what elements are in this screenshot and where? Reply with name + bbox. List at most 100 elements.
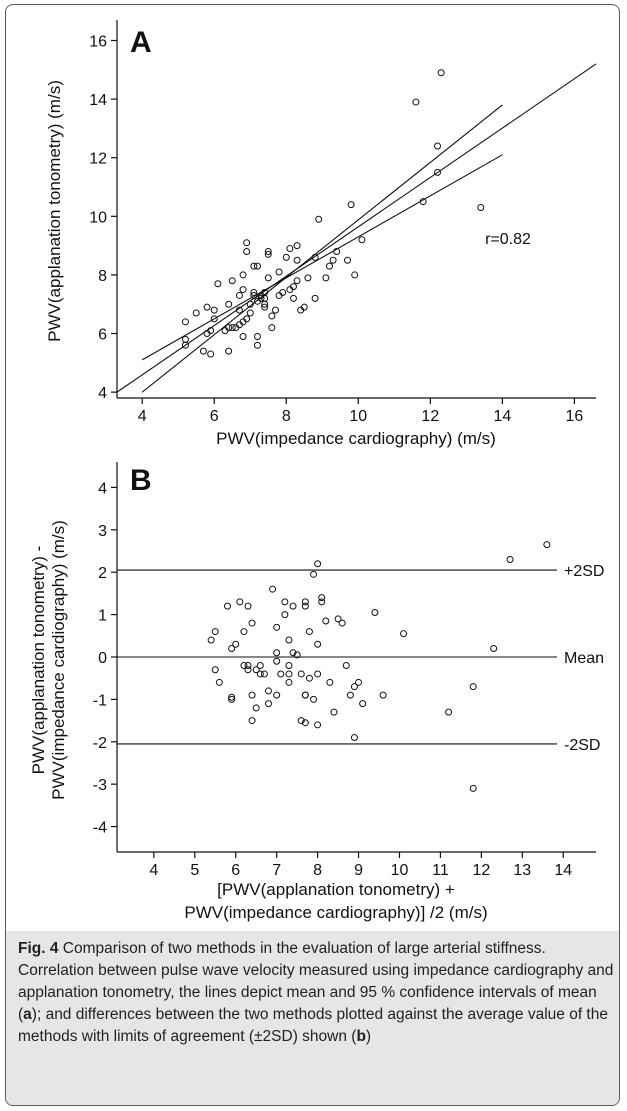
panel-b-data-point bbox=[371, 608, 379, 616]
panel-b-data-point bbox=[322, 617, 330, 625]
panel-b-data-point bbox=[310, 695, 318, 703]
panel-b-data-point bbox=[236, 598, 244, 606]
panel-b-data-point bbox=[301, 598, 309, 606]
panel-a-data-point bbox=[225, 324, 233, 332]
panel-a-data-point bbox=[210, 306, 218, 314]
figure-caption: Fig. 4 Comparison of two methods in the … bbox=[18, 938, 614, 1048]
panel-b-data-point bbox=[273, 691, 281, 699]
panel-a-y-tick-label: 14 bbox=[89, 92, 107, 109]
caption-background bbox=[6, 931, 619, 1105]
panel-b-data-point bbox=[252, 666, 260, 674]
panel-b-x-tick-label: 7 bbox=[272, 862, 281, 879]
panel-a-data-point bbox=[343, 256, 351, 264]
panel-b-data-point bbox=[301, 719, 309, 727]
panel-b-data-point bbox=[346, 691, 354, 699]
panel-b-data-point bbox=[285, 661, 293, 669]
panel-b-data-point bbox=[240, 628, 248, 636]
panel-a-data-point bbox=[257, 294, 265, 302]
panel-b-data-point bbox=[355, 678, 363, 686]
panel-a-data-point bbox=[210, 315, 218, 323]
panel-b-data-point bbox=[318, 598, 326, 606]
panel-b-data-point bbox=[252, 704, 260, 712]
panel-b-data-point bbox=[326, 678, 334, 686]
panel-b-data-point bbox=[506, 556, 514, 563]
panel-a-data-point bbox=[228, 277, 236, 285]
caption-text-part2: ); and differences between the two metho… bbox=[18, 1006, 608, 1045]
panel-b-points bbox=[207, 541, 551, 792]
panel-a-data-point bbox=[235, 306, 243, 314]
panel-a-data-point bbox=[250, 289, 258, 297]
panel-b-x-tick-label: 13 bbox=[513, 862, 531, 879]
panel-a-correlation-annotation: r=0.82 bbox=[485, 231, 531, 248]
panel-a-data-point bbox=[228, 324, 236, 332]
panel-b-data-point bbox=[240, 661, 248, 669]
panel-a-data-point bbox=[225, 347, 233, 355]
panel-a-data-point bbox=[239, 271, 247, 279]
panel-b-data-point bbox=[273, 623, 281, 631]
panel-a-data-point bbox=[300, 303, 308, 311]
panel-b-data-point bbox=[244, 666, 252, 674]
panel-b-data-point bbox=[359, 700, 367, 708]
panel-b-data-point bbox=[207, 636, 215, 644]
panel-a-data-point bbox=[315, 215, 323, 223]
panel-a-points bbox=[181, 69, 485, 358]
panel-a-data-point bbox=[235, 291, 243, 299]
panel-b-data-point bbox=[293, 651, 301, 659]
panel-b-x-tick-label: 6 bbox=[231, 862, 240, 879]
panel-b-data-point bbox=[281, 611, 289, 619]
panel-a-x-tick-label: 14 bbox=[493, 408, 511, 425]
panel-a-data-point bbox=[243, 315, 251, 323]
panel-a-data-point bbox=[271, 306, 279, 314]
panel-b-y-tick-label: 0 bbox=[98, 650, 107, 667]
panel-a-data-point bbox=[279, 289, 287, 297]
panel-b-data-point bbox=[342, 661, 350, 669]
panel-b-data-point bbox=[248, 619, 256, 627]
panel-a-data-point bbox=[243, 247, 251, 255]
panel-a-y-tick-label: 6 bbox=[98, 327, 107, 344]
panel-b-x-tick-label: 12 bbox=[472, 862, 490, 879]
panel-b-y-tick-label: 2 bbox=[98, 565, 107, 582]
panel-a-data-point bbox=[264, 247, 272, 255]
panel-b-x-tick-label: 5 bbox=[190, 862, 199, 879]
panel-a-data-point bbox=[264, 274, 272, 282]
panel-a-data-point bbox=[250, 262, 258, 270]
panel-a-data-point bbox=[268, 324, 276, 332]
panel-b-data-point bbox=[289, 602, 297, 610]
panel-b-y-tick-label: -3 bbox=[93, 777, 107, 794]
panel-b-x-tick-label: 9 bbox=[354, 862, 363, 879]
panel-b-y-tick-label: 3 bbox=[98, 523, 107, 540]
panel-a-data-point bbox=[181, 335, 189, 343]
panel-a-data-point bbox=[239, 332, 247, 340]
caption-text-part1: Comparison of two methods in the evaluat… bbox=[18, 940, 614, 1023]
panel-b-data-point bbox=[297, 717, 305, 725]
panel-a-regression-line bbox=[116, 63, 597, 393]
figure-frame bbox=[5, 4, 620, 1106]
panel-b-data-point bbox=[211, 666, 219, 674]
panel-a-data-point bbox=[311, 253, 319, 261]
panel-a-data-point bbox=[225, 300, 233, 308]
panel-a-data-point bbox=[419, 198, 427, 206]
panel-b-x-tick-label: 11 bbox=[432, 862, 449, 879]
panel-b-data-point bbox=[334, 615, 342, 623]
panel-a-data-point bbox=[289, 283, 297, 291]
panel-b-x-axis-label-line2: PWV(impedance cardiography)] /2 (m/s) bbox=[184, 903, 487, 922]
panel-b-y-axis-label-line1: PWV(applanation tonometry) - bbox=[29, 546, 48, 775]
panel-b-data-point bbox=[273, 649, 281, 657]
panel-a-x-tick-label: 10 bbox=[349, 408, 367, 425]
panel-a-y-tick-label: 8 bbox=[98, 268, 107, 285]
panel-a-data-point bbox=[282, 253, 290, 261]
panel-b-data-point bbox=[314, 670, 322, 678]
panel-a-data-point bbox=[434, 168, 442, 176]
panel-b-data-point bbox=[285, 670, 293, 678]
panel-b-data-point bbox=[228, 645, 236, 653]
panel-b-x-tick-label: 4 bbox=[149, 862, 158, 879]
panel-b-data-point bbox=[269, 585, 277, 593]
panel-b-data-point bbox=[264, 687, 272, 695]
panel-b-data-point bbox=[314, 721, 322, 729]
panel-a-data-point bbox=[293, 277, 301, 285]
panel-a-data-point bbox=[261, 303, 269, 311]
panel-a-data-point bbox=[358, 236, 366, 244]
